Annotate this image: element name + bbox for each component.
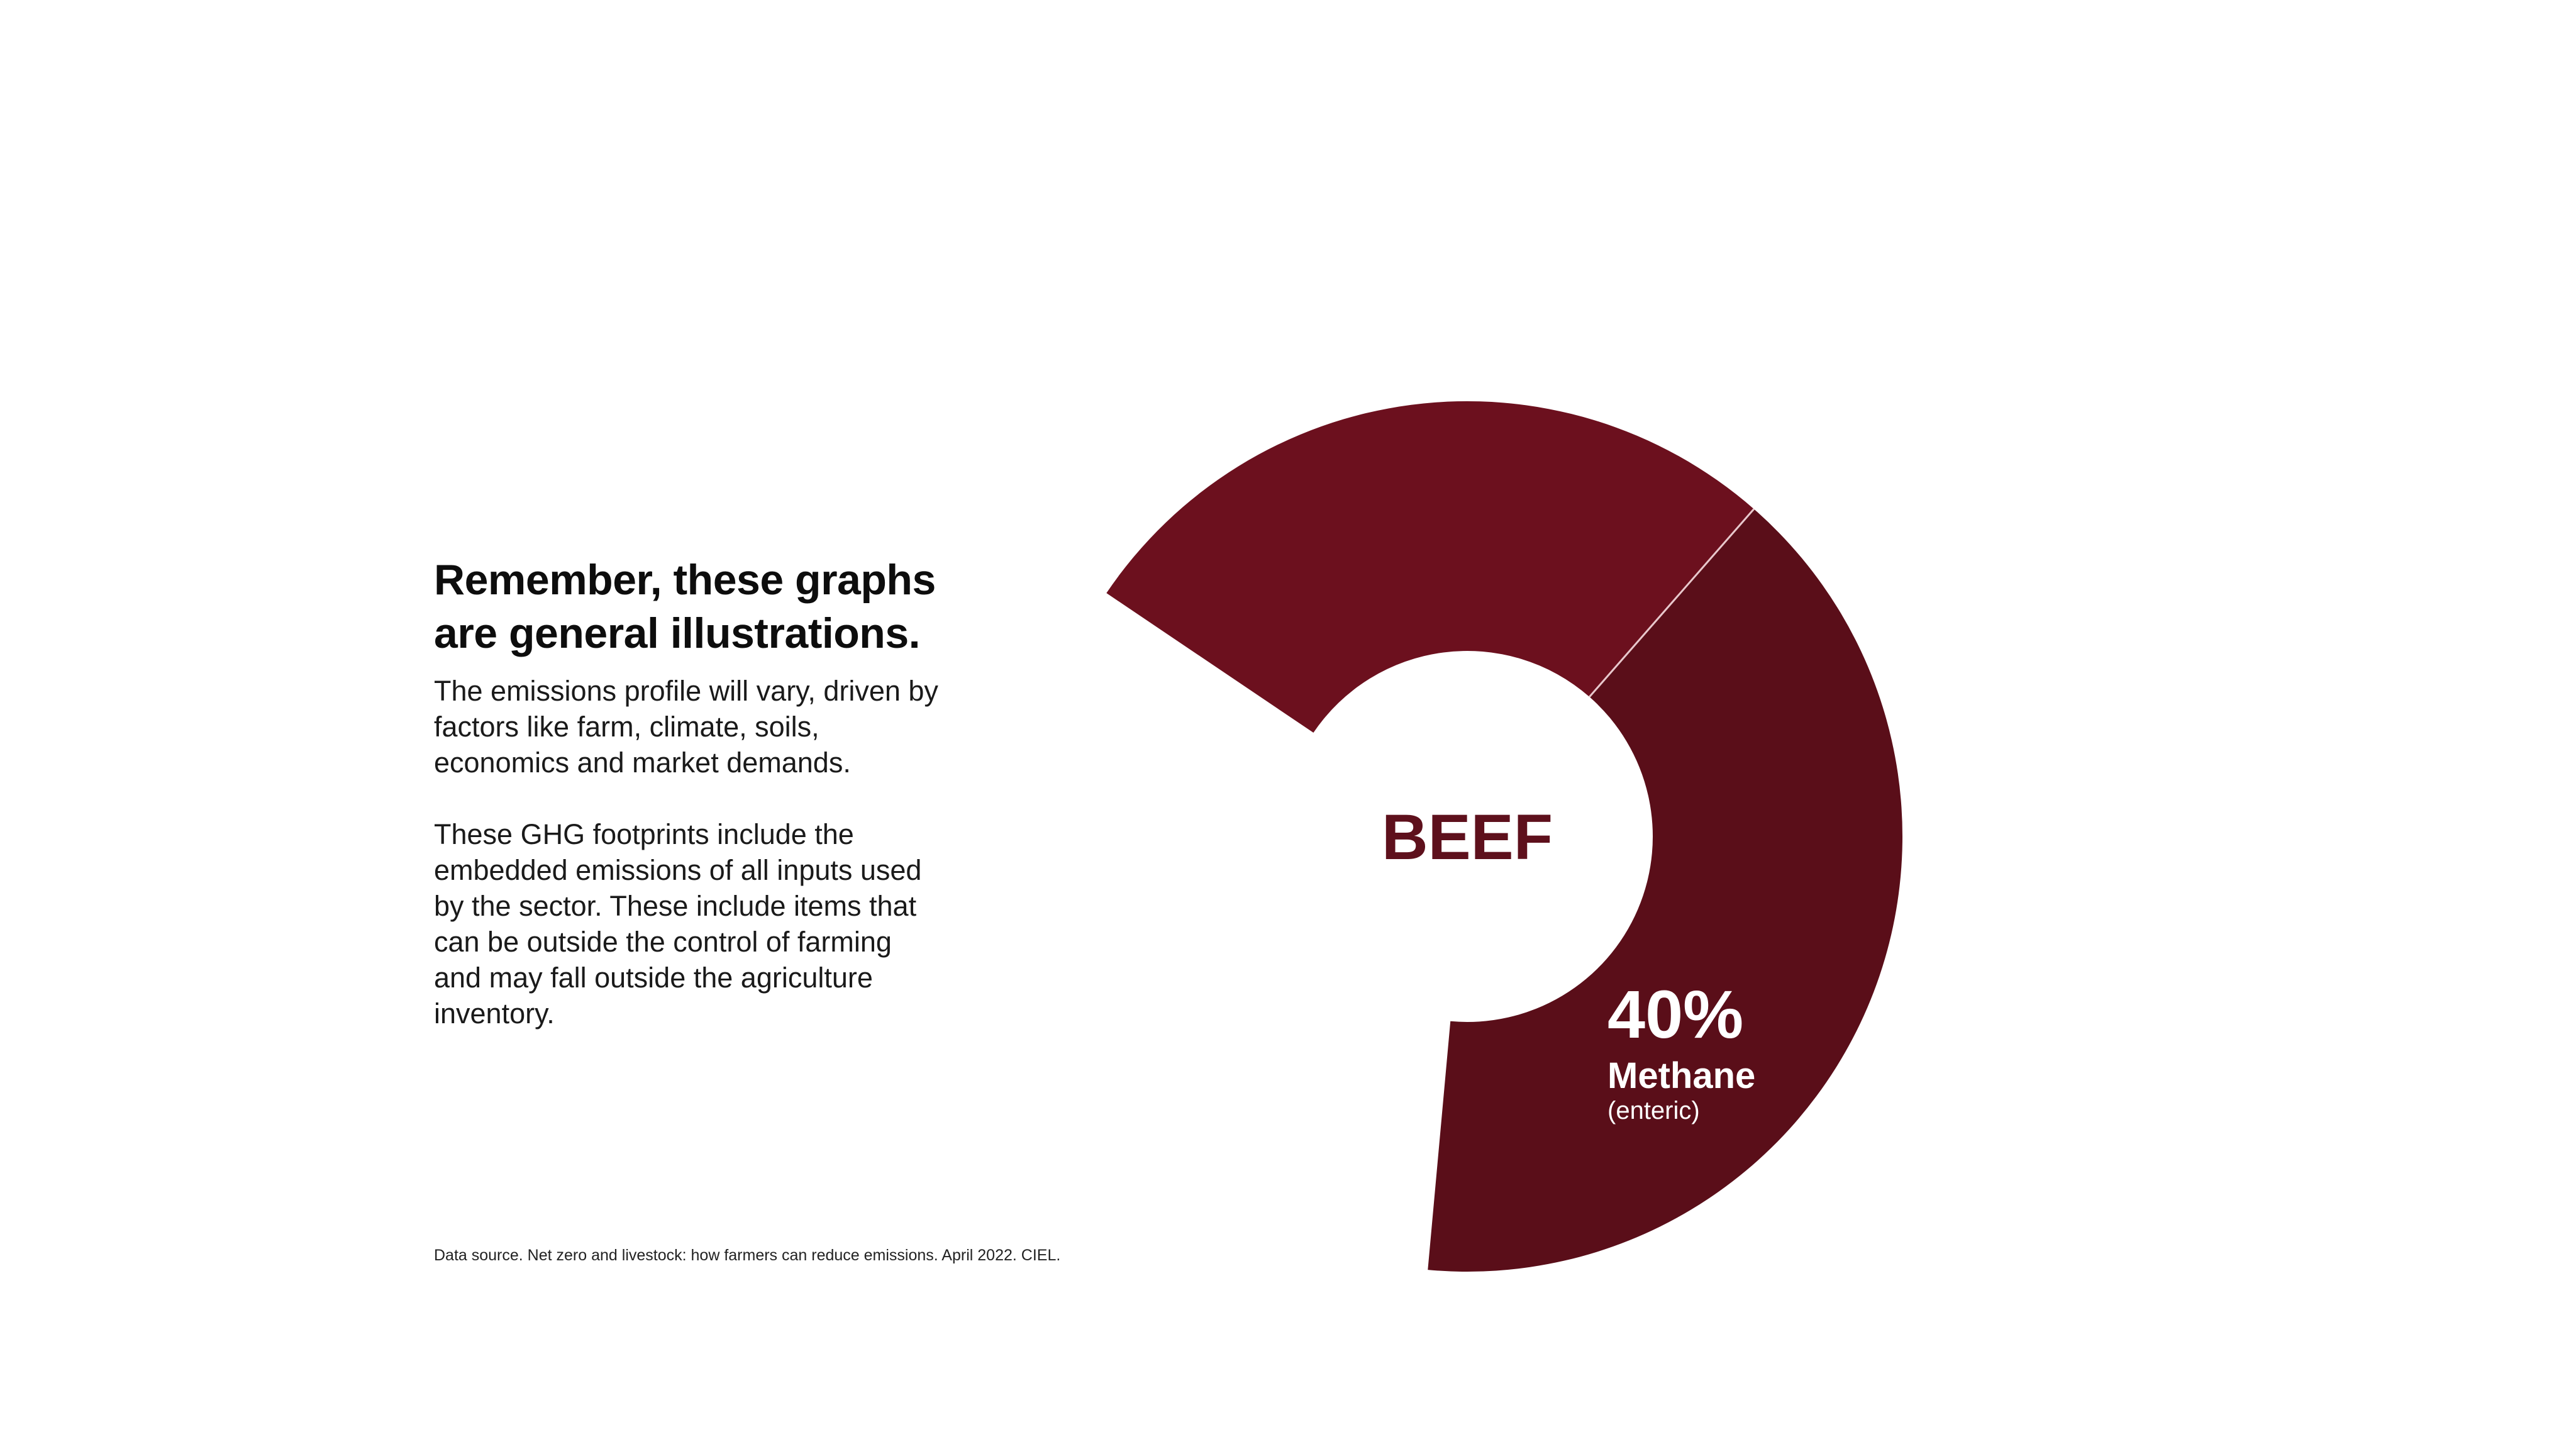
- footprint-line-4: can be outside the control of farming: [434, 926, 892, 958]
- heading-line-2: are general illustrations.: [434, 609, 921, 657]
- footprint-line-3: by the sector. These include items that: [434, 890, 917, 922]
- slice-nitrous-name-line-2: oxide: [1124, 878, 1219, 919]
- footprint-line-5: and may fall outside the agriculture: [434, 962, 873, 994]
- center-label-beef: BEEF: [1382, 801, 1553, 873]
- donut-slices: [1106, 401, 1902, 1272]
- slice-nitrous-detail-line-3: indirect: [1124, 982, 1205, 1010]
- intro-line-1: The emissions profile will vary, driven …: [434, 675, 938, 707]
- page-heading: Remember, these graphs are general illus…: [434, 553, 987, 660]
- slice-nitrous-percent: 27%: [1124, 759, 1260, 835]
- slice-methane-percent: 40%: [1607, 976, 1743, 1052]
- intro-line-3: economics and market demands.: [434, 747, 851, 779]
- footprint-line-2: embedded emissions of all inputs used: [434, 854, 922, 886]
- text-panel: Remember, these graphs are general illus…: [434, 553, 987, 1031]
- intro-paragraph: The emissions profile will vary, driven …: [434, 673, 987, 780]
- heading-line-1: Remember, these graphs: [434, 556, 936, 604]
- footprint-line-6: inventory.: [434, 997, 555, 1030]
- slice-nitrous: [1106, 401, 1754, 733]
- slice-nitrous-name-line-1: Nitrous: [1124, 838, 1252, 879]
- data-source-note: Data source. Net zero and livestock: how…: [434, 1246, 1061, 1264]
- slice-methane: [1428, 509, 1902, 1272]
- slice-nitrous-detail-line-2: direct and: [1124, 951, 1235, 979]
- footprint-paragraph: These GHG footprints include the embedde…: [434, 816, 987, 1031]
- slice-methane-detail-line-1: (enteric): [1607, 1097, 1700, 1124]
- footprint-line-1: These GHG footprints include the: [434, 818, 854, 850]
- intro-line-2: factors like farm, climate, soils,: [434, 711, 819, 743]
- slice-divider-1: [1589, 508, 1755, 698]
- slice-nitrous-detail-line-1: (soil): [1124, 919, 1179, 947]
- slice-methane-name-line-1: Methane: [1607, 1055, 1755, 1096]
